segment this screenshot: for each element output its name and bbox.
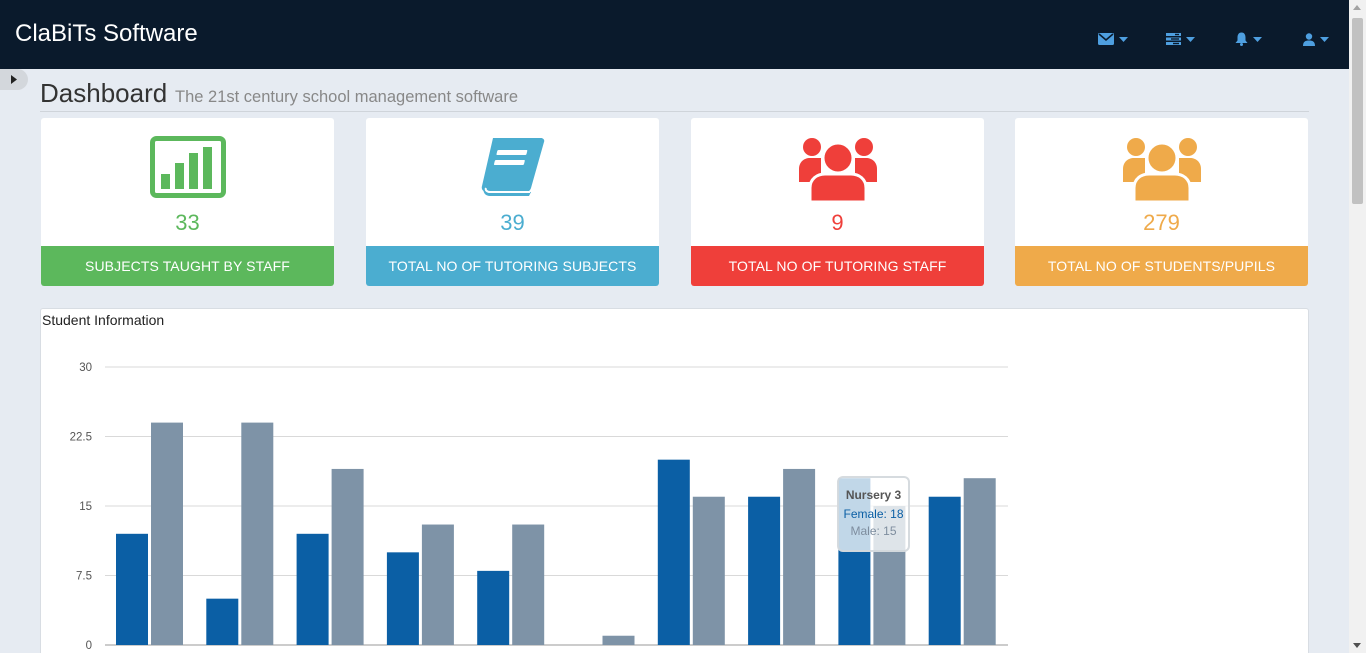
bar-female[interactable] [116,533,148,645]
tasks-dropdown[interactable] [1166,30,1195,48]
panel-title: Student Information [42,312,165,328]
caret-down-icon [1119,36,1128,42]
bar-male[interactable] [331,468,364,645]
caret-right-icon [11,75,17,84]
y-tick-label: 7.5 [76,571,92,583]
stat-value: 279 [1143,210,1180,235]
bar-male[interactable] [151,422,183,645]
tooltip-female: Female: 18 [843,507,904,521]
y-tick-label: 0 [86,640,92,652]
stat-value: 39 [500,210,525,235]
y-tick-label: 22.5 [70,432,92,444]
sidebar-toggle-button[interactable] [0,69,28,90]
users-icon [1015,136,1308,204]
tooltip-title: Nursery 3 [845,488,902,502]
bell-icon [1235,32,1248,46]
bar-female[interactable] [928,496,961,645]
caret-down-icon [1186,36,1195,42]
bar-male[interactable] [783,468,816,645]
tasks-icon [1166,33,1181,45]
bar-male[interactable] [241,422,274,645]
scroll-down-arrow-icon[interactable] [1353,643,1361,648]
bar-female[interactable] [477,570,510,645]
alerts-dropdown[interactable] [1235,30,1262,48]
bar-female[interactable] [386,552,419,645]
caret-down-icon [1320,36,1329,42]
y-tick-label: 15 [79,501,92,513]
stat-label: TOTAL NO OF STUDENTS/PUPILS [1015,246,1308,286]
messages-dropdown[interactable] [1098,30,1128,48]
stat-card-students[interactable]: 279 TOTAL NO OF STUDENTS/PUPILS [1015,118,1308,286]
bar-male[interactable] [421,524,454,645]
stat-value: 9 [831,210,844,235]
student-bar-chart: 0 7.5 15 22.5 30 [70,362,1008,652]
user-dropdown[interactable] [1303,30,1329,48]
bar-male[interactable] [963,478,996,645]
brand-logo-text[interactable]: ClaBiTs Software [15,20,198,47]
stat-card-tutoring-staff[interactable]: 9 TOTAL NO OF TUTORING STAFF [691,118,984,286]
caret-down-icon [1253,36,1262,42]
bar-male[interactable] [512,524,545,645]
bar-female[interactable] [206,598,239,645]
bar-female[interactable] [296,533,329,645]
scroll-up-arrow-icon[interactable] [1353,5,1361,10]
page-subtitle: The 21st century school management softw… [175,88,519,106]
envelope-icon [1098,33,1114,45]
bar-female[interactable] [657,459,690,645]
stat-label: TOTAL NO OF TUTORING SUBJECTS [366,246,659,286]
bar-male[interactable] [602,635,635,645]
book-icon [366,136,659,202]
bar-chart-icon [41,136,334,202]
tooltip-male: Male: 15 [850,524,897,538]
page-header: Dashboard The 21st century school manage… [40,76,1309,112]
user-icon [1303,32,1315,46]
top-navbar: ClaBiTs Software [0,0,1349,69]
page-title: Dashboard [40,78,168,108]
bar-female[interactable] [748,496,781,645]
stat-label: TOTAL NO OF TUTORING STAFF [691,246,984,286]
stat-card-subjects-taught[interactable]: 33 SUBJECTS TAUGHT BY STAFF [41,118,334,286]
users-icon [691,136,984,204]
stat-card-tutoring-subjects[interactable]: 39 TOTAL NO OF TUTORING SUBJECTS [366,118,659,286]
chart-tooltip: Nursery 3 Female: 18 Male: 15 [837,476,910,552]
student-information-panel: Student Information 0 7.5 15 22.5 30 Nursery… [40,308,1309,653]
bar-male[interactable] [692,496,725,645]
y-tick-label: 30 [79,362,92,374]
scroll-thumb[interactable] [1352,18,1363,204]
stat-label: SUBJECTS TAUGHT BY STAFF [41,246,334,286]
page-scrollbar[interactable] [1349,0,1366,653]
stat-value: 33 [175,210,200,235]
